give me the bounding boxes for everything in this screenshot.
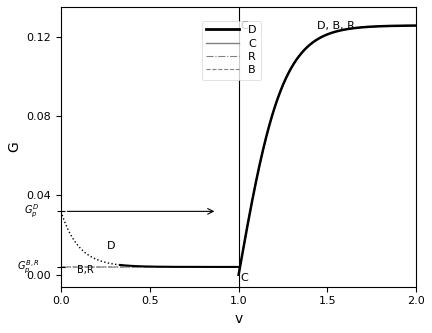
X-axis label: v: v bbox=[235, 312, 243, 326]
Text: B,R: B,R bbox=[77, 265, 94, 275]
Text: D, B, R: D, B, R bbox=[318, 21, 355, 31]
Text: $G_p^D$: $G_p^D$ bbox=[25, 203, 40, 220]
Text: $G_p^{B,R}$: $G_p^{B,R}$ bbox=[17, 258, 40, 276]
Legend: D, C, R, B: D, C, R, B bbox=[201, 21, 261, 80]
Y-axis label: G: G bbox=[7, 142, 21, 152]
Text: C: C bbox=[240, 21, 248, 31]
Text: C: C bbox=[240, 273, 248, 283]
Text: D: D bbox=[106, 241, 115, 251]
